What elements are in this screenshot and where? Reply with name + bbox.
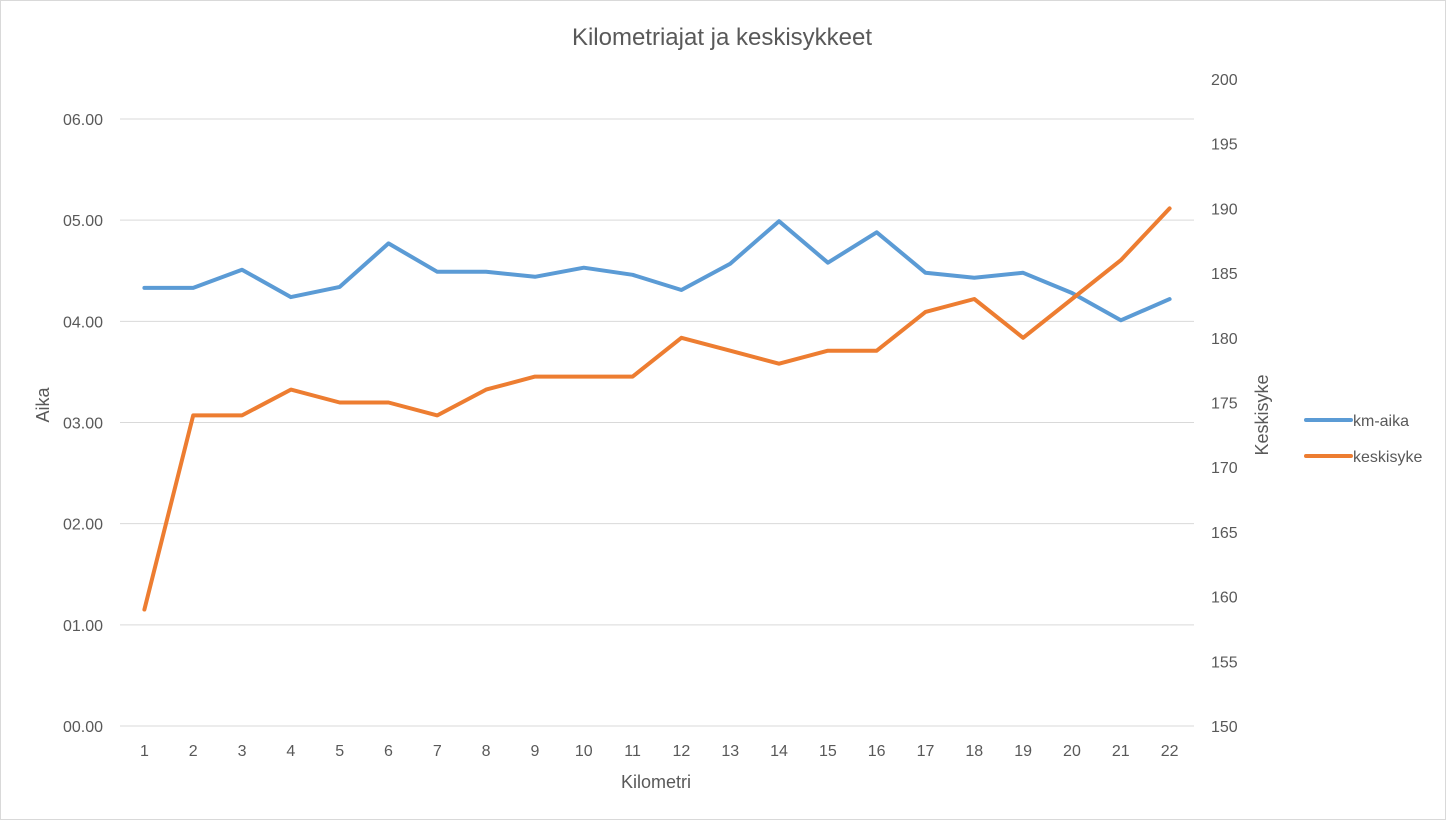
x-tick-label: 13	[721, 743, 739, 760]
y-left-tick-label: 03.00	[63, 416, 103, 433]
y-right-tick-label: 175	[1211, 396, 1238, 413]
y-left-tick-label: 06.00	[63, 112, 103, 129]
y-right-tick-label: 150	[1211, 719, 1238, 736]
x-tick-label: 10	[575, 743, 593, 760]
x-tick-label: 12	[673, 743, 691, 760]
y-axis-right-label: Keskisyke	[1252, 374, 1272, 455]
x-tick-label: 4	[286, 743, 295, 760]
legend-label: km-aika	[1353, 413, 1409, 430]
x-tick-label: 2	[189, 743, 198, 760]
legend-label: keskisyke	[1353, 449, 1422, 466]
x-tick-label: 20	[1063, 743, 1081, 760]
x-tick-label: 6	[384, 743, 393, 760]
y-left-tick-label: 00.00	[63, 719, 103, 736]
y-right-tick-label: 160	[1211, 590, 1238, 607]
x-tick-label: 15	[819, 743, 837, 760]
y-right-tick-label: 185	[1211, 266, 1238, 283]
x-tick-label: 5	[335, 743, 344, 760]
legend: km-aika keskisyke	[1304, 413, 1422, 466]
x-tick-label: 17	[917, 743, 935, 760]
gridlines	[120, 118, 1194, 727]
left-axis-ticks: 00.00 01.00 02.00 03.00 04.00 05.00 06.00	[63, 112, 103, 736]
x-tick-label: 8	[482, 743, 491, 760]
x-axis-ticks: 1 2 3 4 5 6 7 8 9 10 11 12 13 14 15 16 17 18 19 20 21 22	[140, 743, 1179, 760]
y-right-tick-label: 195	[1211, 137, 1238, 154]
x-tick-label: 7	[433, 743, 442, 760]
x-tick-label: 22	[1161, 743, 1179, 760]
y-right-tick-label: 155	[1211, 654, 1238, 671]
y-right-tick-label: 165	[1211, 525, 1238, 542]
legend-item-keskisyke: keskisyke	[1304, 449, 1422, 466]
x-axis-label: Kilometri	[621, 772, 691, 792]
x-tick-label: 14	[770, 743, 788, 760]
series-lines	[142, 206, 1172, 612]
x-tick-label: 3	[238, 743, 247, 760]
x-tick-label: 11	[624, 743, 641, 760]
y-left-tick-label: 05.00	[63, 213, 103, 230]
right-axis-ticks: 150 155 160 165 170 175 180 185 190 195 200	[1211, 72, 1238, 736]
x-tick-label: 1	[140, 743, 149, 760]
x-tick-label: 21	[1112, 743, 1130, 760]
x-tick-label: 16	[868, 743, 886, 760]
series-line-keskisyke	[142, 206, 1172, 612]
legend-item-km-aika: km-aika	[1304, 413, 1409, 430]
y-right-tick-label: 200	[1211, 72, 1238, 89]
y-left-tick-label: 04.00	[63, 314, 103, 331]
y-right-tick-label: 190	[1211, 201, 1238, 218]
chart-title: Kilometriajat ja keskisykkeet	[572, 24, 872, 51]
y-left-tick-label: 02.00	[63, 517, 103, 534]
y-right-tick-label: 180	[1211, 331, 1238, 348]
series-line-km-aika	[142, 219, 1172, 323]
x-tick-label: 18	[965, 743, 983, 760]
x-tick-label: 19	[1014, 743, 1032, 760]
y-right-tick-label: 170	[1211, 460, 1238, 477]
y-axis-left-label: Aika	[33, 387, 53, 423]
x-tick-label: 9	[531, 743, 540, 760]
y-left-tick-label: 01.00	[63, 618, 103, 635]
